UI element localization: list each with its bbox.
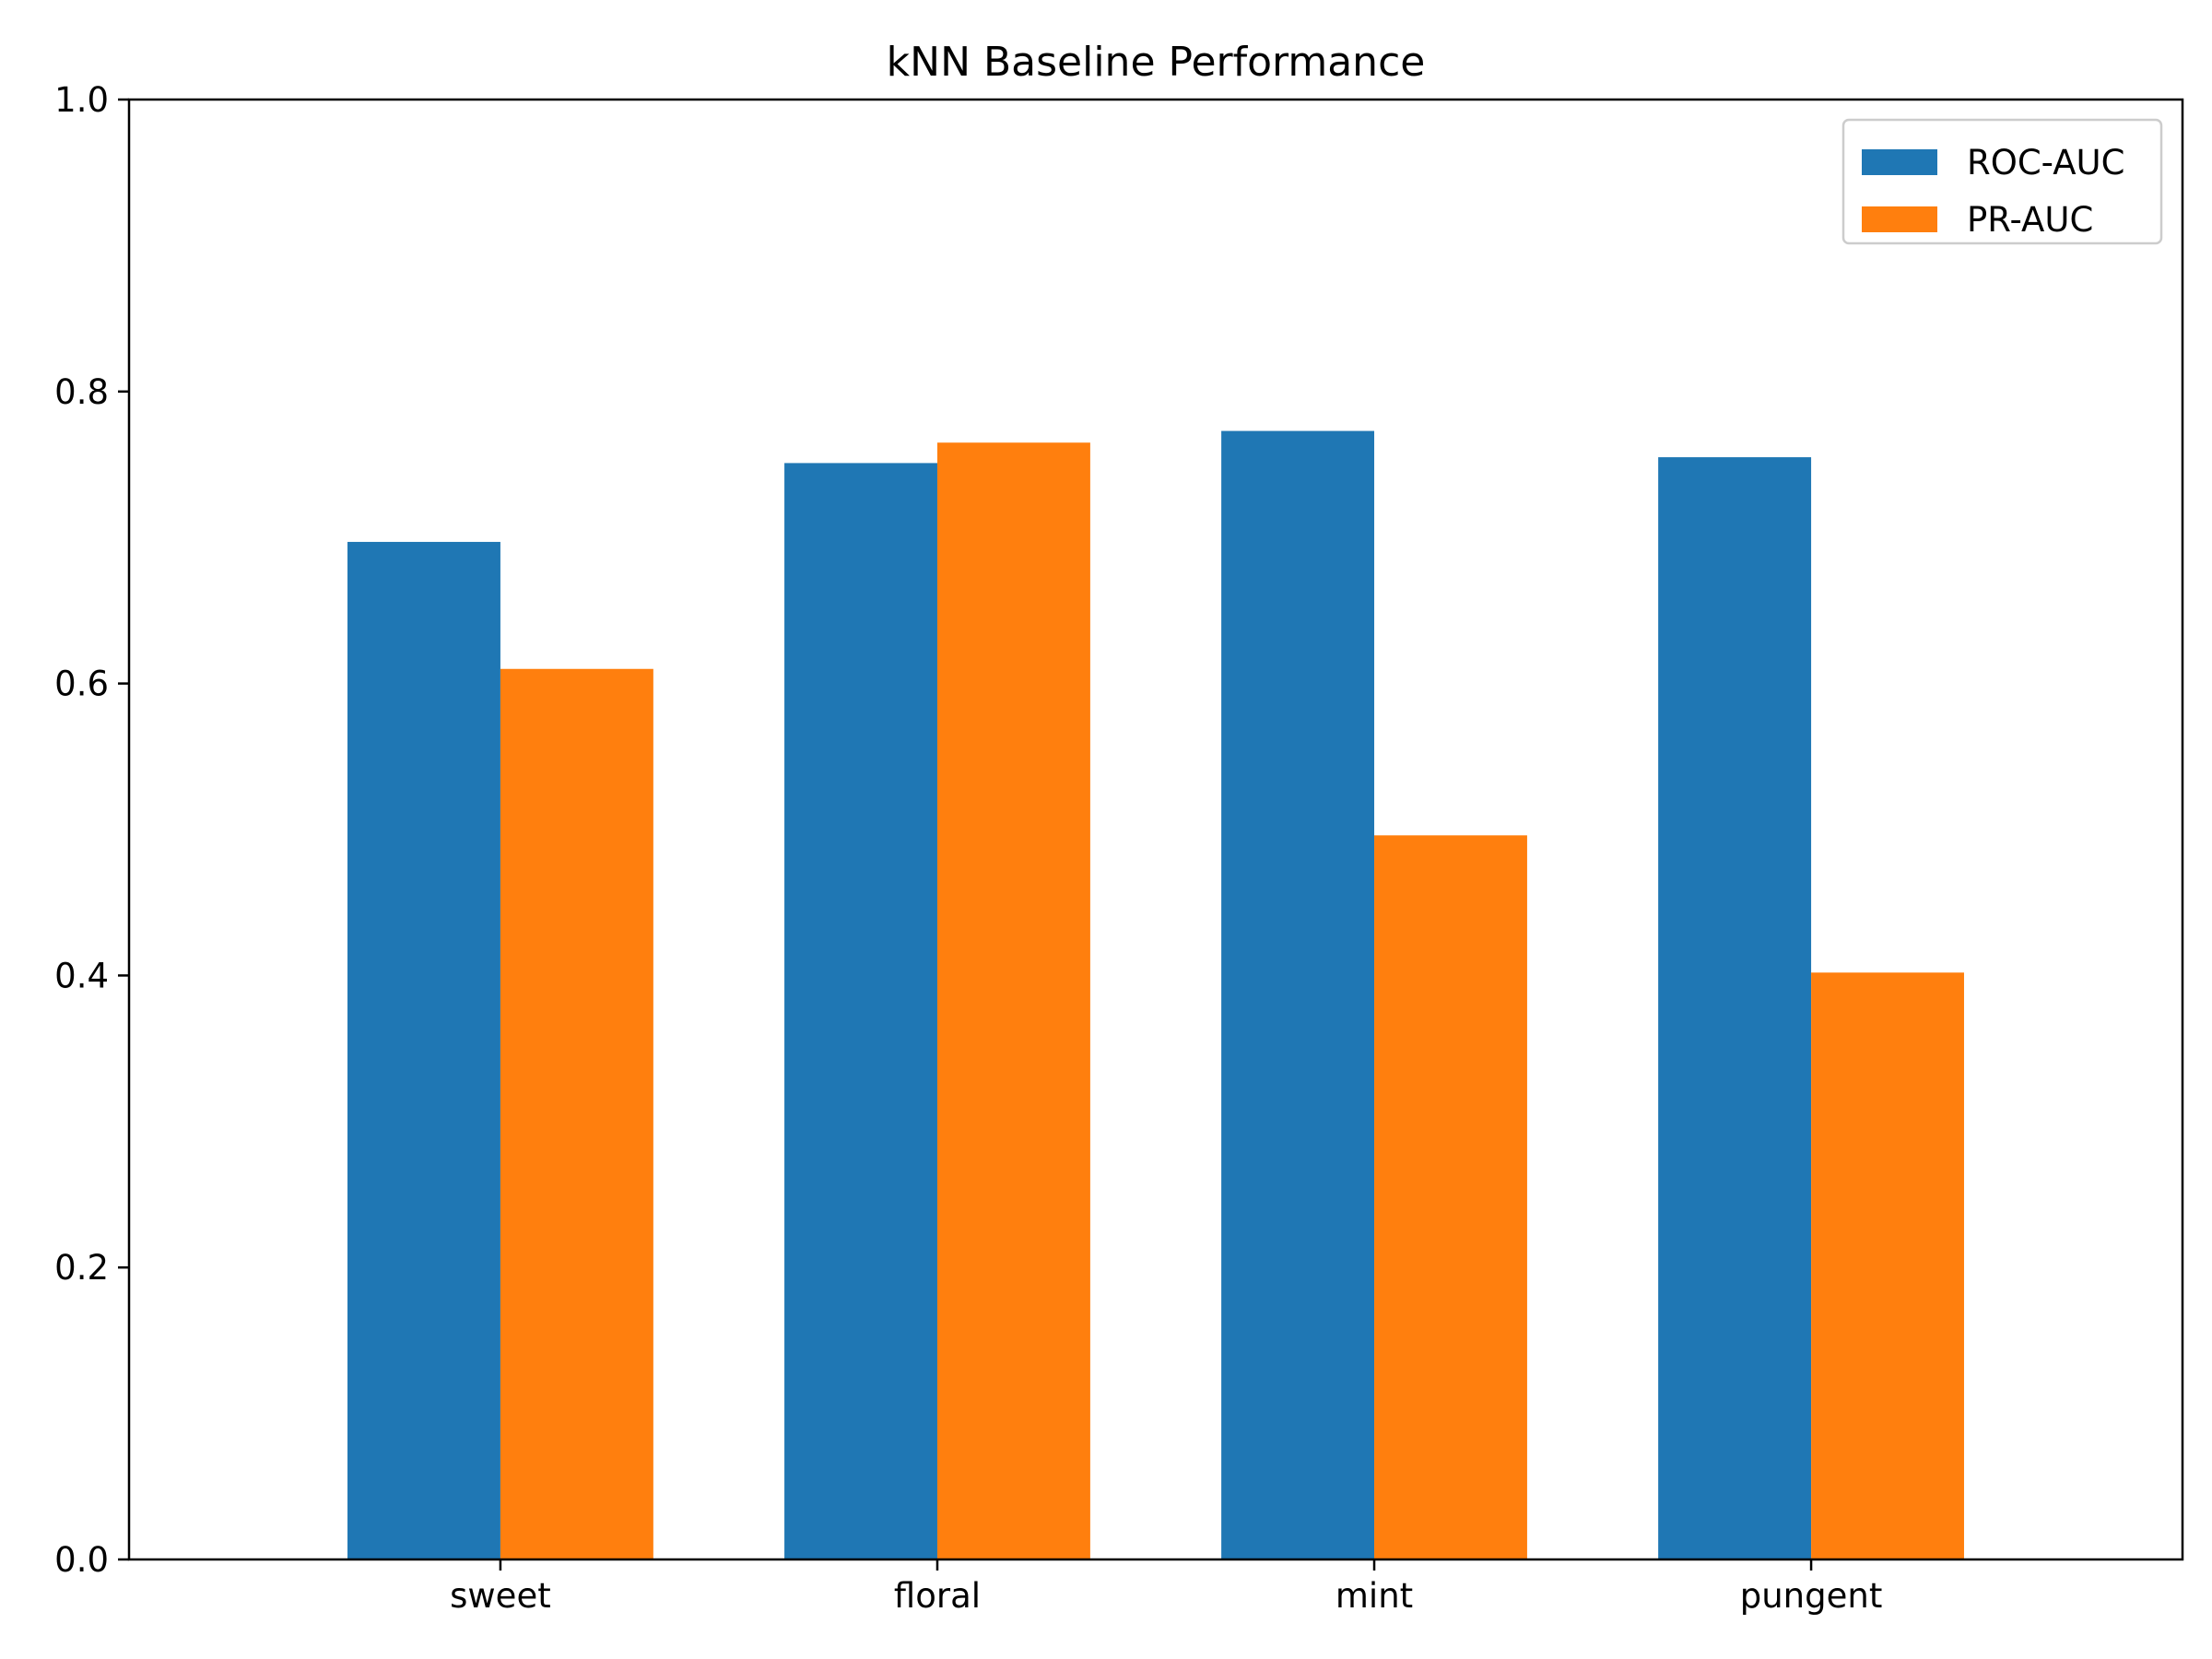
- legend: ROC-AUC PR-AUC: [1841, 118, 2163, 245]
- bars-group: [347, 430, 1964, 1560]
- x-tick-label: sweet: [450, 1576, 551, 1616]
- bar-pr-auc-mint: [1374, 835, 1527, 1559]
- legend-swatch: [1862, 206, 1937, 232]
- bar-pr-auc-sweet: [500, 668, 653, 1559]
- legend-label: ROC-AUC: [1967, 143, 2124, 182]
- bar-roc-auc-floral: [784, 463, 937, 1559]
- y-tick-label: 0.0: [54, 1540, 109, 1580]
- legend-label: PR-AUC: [1967, 200, 2093, 240]
- x-tick-label: pungent: [1740, 1576, 1883, 1616]
- y-tick-label: 0.8: [54, 372, 109, 412]
- bar-roc-auc-pungent: [1658, 457, 1812, 1560]
- bar-roc-auc-mint: [1221, 430, 1375, 1559]
- x-tick-label: mint: [1335, 1576, 1413, 1616]
- x-tick-label: floral: [894, 1576, 981, 1616]
- chart-title: kNN Baseline Performance: [887, 39, 1426, 86]
- x-axis: sweet floral mint pungent: [450, 1559, 1882, 1616]
- plot-frame: [127, 98, 2184, 1561]
- y-tick-label: 1.0: [54, 80, 109, 120]
- y-tick-label: 0.4: [54, 956, 109, 995]
- bar-roc-auc-sweet: [347, 541, 500, 1559]
- bar-pr-auc-pungent: [1811, 972, 1964, 1559]
- y-axis: 0.0 0.2 0.4 0.6 0.8 1.0: [54, 80, 129, 1580]
- y-tick-label: 0.2: [54, 1248, 109, 1288]
- bar-pr-auc-floral: [936, 442, 1090, 1559]
- legend-swatch: [1862, 149, 1937, 175]
- y-tick-label: 0.6: [54, 665, 109, 704]
